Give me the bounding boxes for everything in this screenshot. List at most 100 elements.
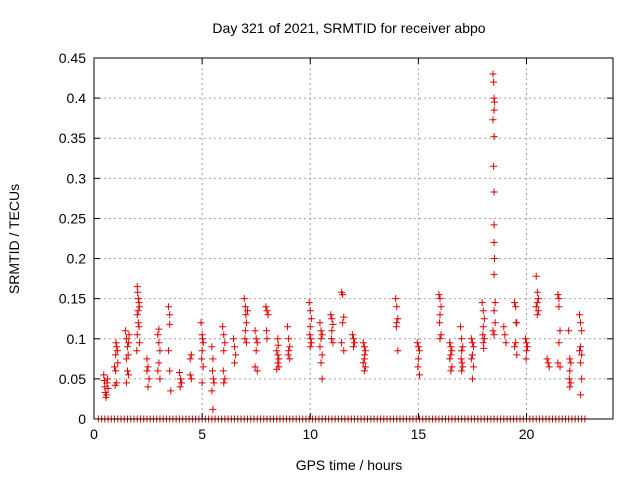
data-point — [103, 391, 111, 399]
data-point — [500, 323, 508, 331]
data-point — [522, 355, 530, 363]
data-point — [251, 363, 259, 371]
data-point — [448, 363, 456, 371]
data-point — [490, 98, 498, 106]
data-point — [143, 367, 151, 375]
data-point — [470, 343, 478, 351]
points-layer — [94, 70, 589, 423]
data-point — [359, 339, 367, 347]
data-point — [566, 367, 574, 375]
data-point — [457, 355, 465, 363]
data-point — [199, 339, 207, 347]
data-point — [209, 375, 217, 383]
data-point — [253, 339, 261, 347]
data-point — [350, 335, 357, 343]
data-point — [307, 335, 315, 343]
data-point — [284, 351, 292, 359]
data-point — [286, 355, 294, 363]
data-point — [458, 367, 466, 375]
data-point — [318, 331, 326, 339]
data-point — [166, 311, 174, 319]
x-tick-label: 15 — [411, 426, 427, 442]
data-point — [231, 343, 239, 351]
data-point — [186, 371, 194, 379]
y-tick-label: 0.15 — [59, 291, 86, 307]
data-point — [307, 339, 315, 347]
data-point — [339, 319, 347, 327]
data-point — [534, 295, 542, 303]
data-point — [317, 335, 325, 343]
data-point — [145, 375, 153, 383]
y-tick-label: 0.05 — [59, 371, 86, 387]
data-point — [490, 106, 498, 114]
data-point — [446, 355, 454, 363]
data-point — [478, 299, 486, 307]
plot-frame — [93, 57, 614, 420]
data-point — [513, 351, 521, 359]
data-point — [176, 383, 184, 391]
data-point — [575, 311, 583, 319]
data-point — [111, 381, 119, 389]
data-point — [446, 339, 454, 347]
data-point — [199, 363, 207, 371]
data-point — [317, 327, 325, 335]
data-point — [340, 347, 348, 355]
data-point — [306, 331, 314, 339]
data-point — [513, 319, 521, 327]
data-point — [112, 339, 120, 347]
data-point — [305, 299, 313, 307]
data-point — [124, 343, 132, 351]
data-point — [338, 339, 346, 347]
data-point — [328, 315, 336, 323]
data-point — [555, 295, 563, 303]
data-point — [490, 239, 498, 247]
data-point — [198, 379, 206, 387]
y-tick-label: 0.2 — [67, 251, 87, 267]
data-point — [489, 70, 497, 78]
x-tick-label: 5 — [198, 426, 206, 442]
y-tick-label: 0.45 — [59, 50, 86, 66]
data-point — [100, 371, 108, 379]
data-point — [306, 323, 314, 331]
data-point — [521, 335, 529, 343]
data-point — [393, 303, 401, 311]
data-point — [490, 255, 498, 263]
data-point — [274, 341, 282, 349]
data-point — [533, 299, 541, 307]
data-point — [490, 307, 498, 315]
data-point — [361, 363, 369, 371]
data-point — [124, 351, 132, 359]
y-tick-label: 0.4 — [67, 90, 87, 106]
data-point — [221, 375, 229, 383]
data-point — [567, 359, 575, 367]
data-point — [392, 295, 400, 303]
data-point — [242, 319, 250, 327]
data-point — [577, 319, 585, 327]
data-point — [512, 303, 520, 311]
data-point — [275, 355, 283, 363]
data-point — [177, 375, 184, 383]
data-point — [340, 313, 348, 321]
data-point — [285, 335, 293, 343]
data-point — [187, 351, 195, 359]
y-tick-label: 0.35 — [59, 130, 86, 146]
data-point — [566, 355, 574, 363]
y-axis-label: SRMTID / TECUs — [6, 184, 22, 294]
data-point — [534, 307, 542, 315]
data-point — [543, 355, 551, 363]
data-point — [437, 331, 445, 339]
data-point — [240, 295, 248, 303]
data-point — [220, 379, 228, 387]
data-point — [328, 327, 336, 335]
data-point — [394, 315, 402, 323]
data-point — [479, 307, 487, 315]
y-tick-label: 0.1 — [67, 331, 87, 347]
data-point — [578, 351, 586, 359]
y-tick-label: 0.3 — [67, 170, 87, 186]
data-point — [448, 347, 456, 355]
data-point — [415, 371, 423, 379]
data-point — [113, 347, 121, 355]
data-point — [316, 319, 324, 327]
data-point — [350, 343, 357, 351]
